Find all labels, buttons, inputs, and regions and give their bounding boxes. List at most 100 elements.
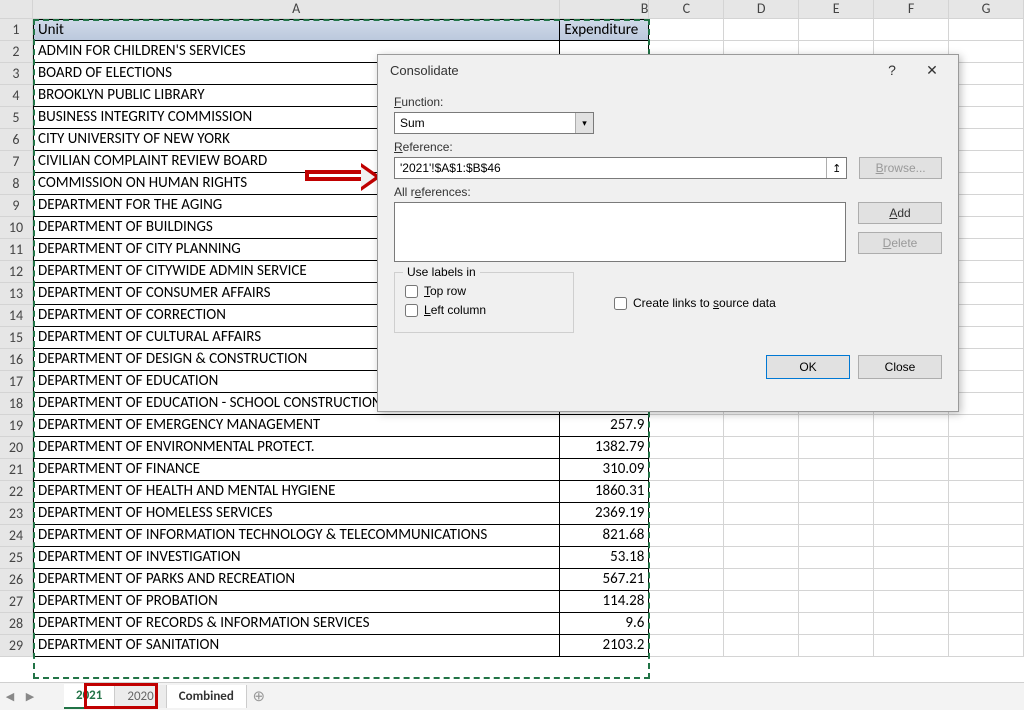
cell-B20[interactable]: 1382.79 xyxy=(560,437,649,459)
tab-nav-prev-icon[interactable]: ◀ xyxy=(0,690,20,703)
cell-D19[interactable] xyxy=(724,415,799,437)
cell-E1[interactable] xyxy=(799,19,874,41)
cell-C22[interactable] xyxy=(649,481,724,503)
sheet-tab-2021[interactable]: 2021 xyxy=(64,684,115,709)
cell-G12[interactable] xyxy=(949,261,1024,283)
row-header-23[interactable]: 23 xyxy=(0,503,33,525)
cell-C27[interactable] xyxy=(649,591,724,613)
cell-F26[interactable] xyxy=(874,569,949,591)
cell-A26[interactable]: DEPARTMENT OF PARKS AND RECREATION xyxy=(33,569,560,591)
browse-button[interactable]: Browse... xyxy=(859,157,942,179)
row-header-24[interactable]: 24 xyxy=(0,525,33,547)
cell-F22[interactable] xyxy=(874,481,949,503)
col-header-G[interactable]: G xyxy=(949,0,1024,19)
sheet-tab-2020[interactable]: 2020 xyxy=(115,685,166,708)
cell-G15[interactable] xyxy=(949,327,1024,349)
cell-G29[interactable] xyxy=(949,635,1024,657)
cell-G10[interactable] xyxy=(949,217,1024,239)
cell-G5[interactable] xyxy=(949,107,1024,129)
row-header-14[interactable]: 14 xyxy=(0,305,33,327)
cell-A1[interactable]: Unit xyxy=(33,19,560,41)
cell-G9[interactable] xyxy=(949,195,1024,217)
cell-G8[interactable] xyxy=(949,173,1024,195)
delete-button[interactable]: Delete xyxy=(858,232,942,254)
cell-G23[interactable] xyxy=(949,503,1024,525)
cell-G27[interactable] xyxy=(949,591,1024,613)
row-header-5[interactable]: 5 xyxy=(0,107,33,129)
row-header-1[interactable]: 1 xyxy=(0,19,33,41)
col-header-D[interactable]: D xyxy=(724,0,799,19)
row-header-17[interactable]: 17 xyxy=(0,371,33,393)
cell-E25[interactable] xyxy=(799,547,874,569)
cell-G14[interactable] xyxy=(949,305,1024,327)
row-header-7[interactable]: 7 xyxy=(0,151,33,173)
cell-C29[interactable] xyxy=(649,635,724,657)
row-header-25[interactable]: 25 xyxy=(0,547,33,569)
tab-nav-next-icon[interactable]: ▶ xyxy=(20,690,40,703)
cell-G16[interactable] xyxy=(949,349,1024,371)
add-sheet-icon[interactable]: ⊕ xyxy=(247,687,271,706)
cell-B24[interactable]: 821.68 xyxy=(560,525,649,547)
cell-B29[interactable]: 2103.2 xyxy=(560,635,649,657)
cell-F25[interactable] xyxy=(874,547,949,569)
cell-F23[interactable] xyxy=(874,503,949,525)
top-row-checkbox[interactable]: Top row xyxy=(405,284,563,298)
cell-G20[interactable] xyxy=(949,437,1024,459)
cell-G3[interactable] xyxy=(949,63,1024,85)
cell-E23[interactable] xyxy=(799,503,874,525)
cell-E29[interactable] xyxy=(799,635,874,657)
reference-input[interactable] xyxy=(395,158,826,178)
cell-G1[interactable] xyxy=(949,19,1024,41)
row-header-2[interactable]: 2 xyxy=(0,41,33,63)
cell-B1[interactable]: Expenditure xyxy=(560,19,649,41)
cell-E24[interactable] xyxy=(799,525,874,547)
col-header-B[interactable]: B xyxy=(560,0,649,19)
row-header-4[interactable]: 4 xyxy=(0,85,33,107)
cell-A29[interactable]: DEPARTMENT OF SANITATION xyxy=(33,635,560,657)
cell-B28[interactable]: 9.6 xyxy=(560,613,649,635)
cell-E28[interactable] xyxy=(799,613,874,635)
cell-G7[interactable] xyxy=(949,151,1024,173)
cell-A28[interactable]: DEPARTMENT OF RECORDS & INFORMATION SERV… xyxy=(33,613,560,635)
cell-D1[interactable] xyxy=(724,19,799,41)
col-header-F[interactable]: F xyxy=(874,0,949,19)
cell-G25[interactable] xyxy=(949,547,1024,569)
row-header-27[interactable]: 27 xyxy=(0,591,33,613)
cell-A25[interactable]: DEPARTMENT OF INVESTIGATION xyxy=(33,547,560,569)
cell-B22[interactable]: 1860.31 xyxy=(560,481,649,503)
cell-A19[interactable]: DEPARTMENT OF EMERGENCY MANAGEMENT xyxy=(33,415,560,437)
cell-F1[interactable] xyxy=(874,19,949,41)
create-links-checkbox[interactable]: Create links to source data xyxy=(614,296,776,310)
cell-D20[interactable] xyxy=(724,437,799,459)
row-header-8[interactable]: 8 xyxy=(0,173,33,195)
cell-G17[interactable] xyxy=(949,371,1024,393)
cell-G21[interactable] xyxy=(949,459,1024,481)
cell-C25[interactable] xyxy=(649,547,724,569)
cell-D27[interactable] xyxy=(724,591,799,613)
cell-G6[interactable] xyxy=(949,129,1024,151)
row-header-10[interactable]: 10 xyxy=(0,217,33,239)
cell-F24[interactable] xyxy=(874,525,949,547)
cell-E26[interactable] xyxy=(799,569,874,591)
cell-G4[interactable] xyxy=(949,85,1024,107)
cell-D29[interactable] xyxy=(724,635,799,657)
cell-D24[interactable] xyxy=(724,525,799,547)
collapse-dialog-icon[interactable]: ↥ xyxy=(826,158,846,178)
row-header-12[interactable]: 12 xyxy=(0,261,33,283)
cell-B26[interactable]: 567.21 xyxy=(560,569,649,591)
add-button[interactable]: Add xyxy=(858,202,942,224)
cell-G28[interactable] xyxy=(949,613,1024,635)
sheet-tab-combined[interactable]: Combined xyxy=(167,685,247,708)
col-header-E[interactable]: E xyxy=(799,0,874,19)
cell-F21[interactable] xyxy=(874,459,949,481)
cell-G13[interactable] xyxy=(949,283,1024,305)
cell-F28[interactable] xyxy=(874,613,949,635)
row-header-11[interactable]: 11 xyxy=(0,239,33,261)
function-dropdown[interactable]: Sum ▾ xyxy=(394,112,594,134)
cell-C26[interactable] xyxy=(649,569,724,591)
cell-D25[interactable] xyxy=(724,547,799,569)
cell-G22[interactable] xyxy=(949,481,1024,503)
cell-A24[interactable]: DEPARTMENT OF INFORMATION TECHNOLOGY & T… xyxy=(33,525,560,547)
cell-B19[interactable]: 257.9 xyxy=(560,415,649,437)
cell-B23[interactable]: 2369.19 xyxy=(560,503,649,525)
